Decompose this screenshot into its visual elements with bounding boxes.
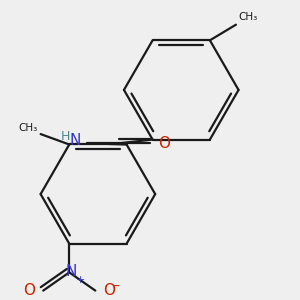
Text: O: O bbox=[23, 283, 35, 298]
Text: CH₃: CH₃ bbox=[238, 12, 258, 22]
Text: O: O bbox=[158, 136, 170, 151]
Text: +: + bbox=[76, 275, 85, 285]
Text: H: H bbox=[61, 130, 70, 143]
Text: O: O bbox=[103, 283, 115, 298]
Text: N: N bbox=[70, 133, 81, 148]
Text: CH₃: CH₃ bbox=[19, 123, 38, 133]
Text: N: N bbox=[66, 264, 77, 279]
Text: –: – bbox=[112, 280, 119, 294]
